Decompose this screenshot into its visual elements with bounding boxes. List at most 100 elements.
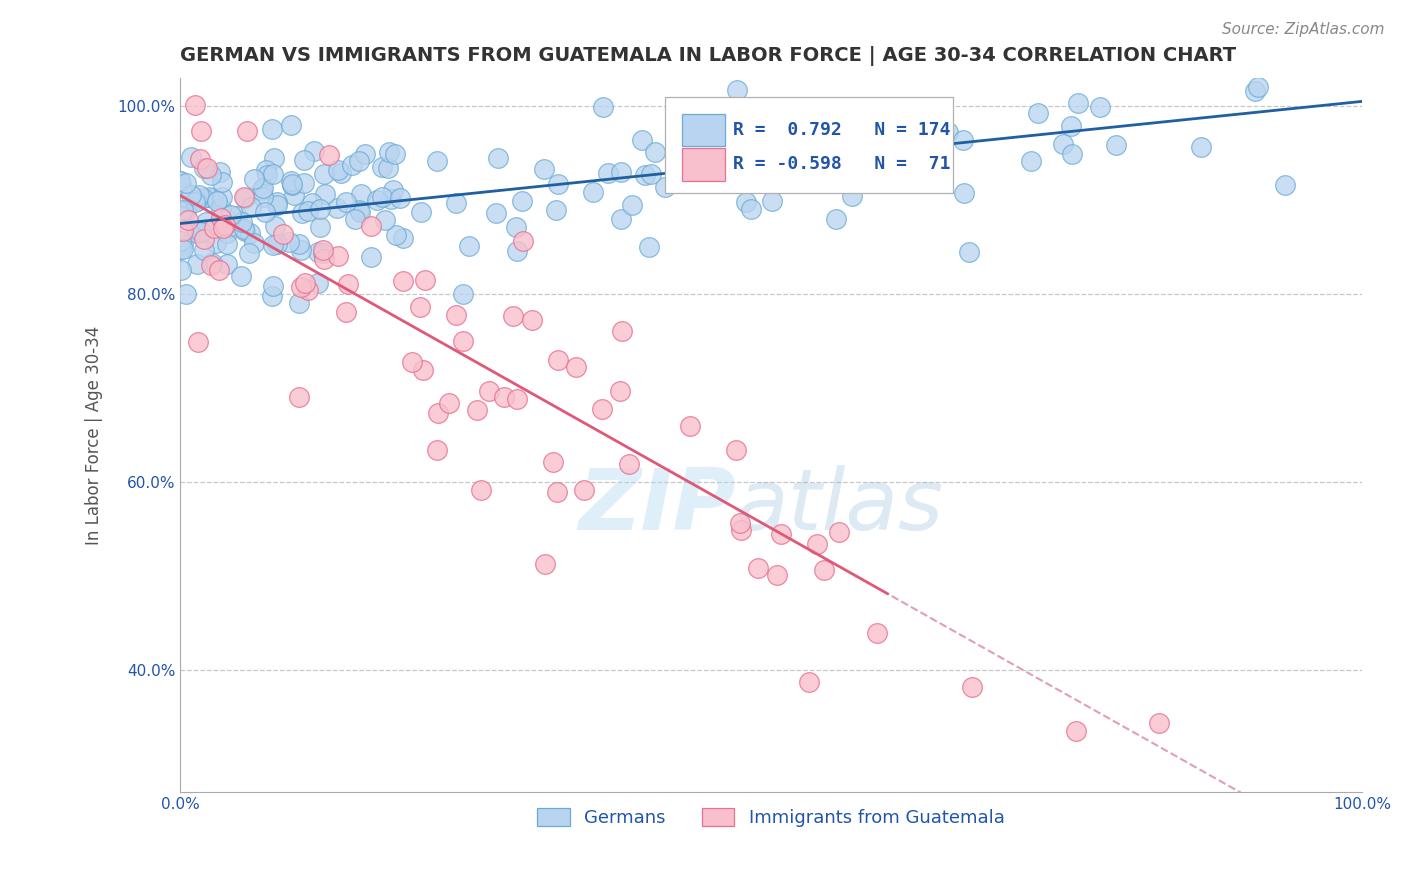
- Point: [610, 212, 633, 227]
- Point: [314, 186, 336, 201]
- Point: [205, 194, 228, 208]
- Point: [546, 485, 568, 500]
- Point: [543, 455, 565, 469]
- Point: [169, 174, 191, 188]
- Point: [266, 194, 288, 209]
- Point: [953, 186, 976, 201]
- Point: [806, 537, 828, 551]
- Point: [1274, 178, 1296, 193]
- Point: [291, 205, 314, 219]
- Point: [610, 165, 633, 179]
- Point: [936, 126, 959, 140]
- Point: [307, 276, 329, 290]
- Point: [725, 442, 748, 457]
- Point: [725, 83, 748, 97]
- Point: [366, 194, 388, 208]
- Point: [193, 244, 215, 258]
- Point: [233, 191, 256, 205]
- Point: [280, 119, 302, 133]
- Point: [193, 161, 215, 175]
- Point: [225, 209, 247, 223]
- Point: [761, 194, 783, 208]
- Point: [1247, 80, 1270, 95]
- Y-axis label: In Labor Force | Age 30-34: In Labor Force | Age 30-34: [86, 326, 103, 544]
- Point: [215, 237, 238, 252]
- Point: [427, 406, 450, 420]
- Point: [186, 194, 208, 208]
- Point: [239, 226, 262, 240]
- Point: [172, 242, 194, 256]
- Point: [297, 203, 319, 218]
- Point: [960, 680, 983, 694]
- Point: [198, 189, 221, 203]
- Point: [309, 202, 332, 216]
- Point: [281, 178, 304, 192]
- Point: [252, 190, 274, 204]
- Point: [312, 246, 335, 260]
- Point: [547, 177, 569, 191]
- Point: [347, 203, 370, 218]
- Point: [467, 403, 489, 417]
- Point: [1244, 84, 1267, 98]
- Point: [502, 310, 524, 324]
- Point: [184, 97, 207, 112]
- Point: [233, 189, 256, 203]
- Point: [329, 166, 352, 180]
- Point: [336, 277, 359, 291]
- Point: [212, 220, 235, 235]
- Point: [1060, 119, 1083, 133]
- Point: [547, 352, 569, 367]
- Point: [335, 305, 357, 319]
- Point: [413, 273, 436, 287]
- Point: [378, 145, 401, 160]
- Point: [307, 244, 329, 259]
- Point: [1105, 137, 1128, 152]
- Point: [208, 212, 231, 227]
- Point: [654, 180, 676, 194]
- Point: [170, 242, 193, 256]
- Point: [190, 225, 212, 239]
- Point: [233, 224, 256, 238]
- Point: [392, 231, 415, 245]
- Point: [218, 219, 240, 234]
- Point: [766, 567, 789, 582]
- Point: [534, 557, 557, 571]
- Point: [256, 168, 278, 182]
- Point: [288, 390, 311, 404]
- Point: [360, 250, 382, 264]
- Point: [195, 161, 218, 175]
- Point: [290, 243, 312, 257]
- Point: [453, 287, 475, 301]
- Point: [492, 390, 515, 404]
- Point: [271, 227, 294, 241]
- Point: [377, 161, 399, 176]
- Point: [176, 287, 198, 301]
- Point: [214, 219, 236, 233]
- Point: [190, 123, 212, 137]
- Point: [734, 194, 756, 209]
- Point: [174, 203, 197, 218]
- Point: [931, 114, 953, 128]
- Point: [728, 516, 751, 530]
- Point: [856, 154, 879, 169]
- Point: [187, 188, 209, 202]
- Point: [565, 359, 588, 374]
- Point: [335, 195, 357, 210]
- Legend: Germans, Immigrants from Guatemala: Germans, Immigrants from Guatemala: [530, 801, 1012, 834]
- Point: [294, 276, 316, 290]
- Point: [208, 263, 231, 277]
- Point: [634, 168, 657, 182]
- Point: [283, 188, 305, 202]
- Point: [326, 249, 349, 263]
- FancyBboxPatch shape: [682, 148, 725, 181]
- Point: [180, 150, 202, 164]
- Point: [266, 197, 288, 211]
- Point: [832, 111, 855, 125]
- Point: [211, 190, 233, 204]
- Point: [184, 195, 207, 210]
- Point: [371, 190, 394, 204]
- Point: [170, 180, 193, 194]
- Point: [172, 224, 194, 238]
- Point: [231, 268, 253, 283]
- Point: [263, 152, 285, 166]
